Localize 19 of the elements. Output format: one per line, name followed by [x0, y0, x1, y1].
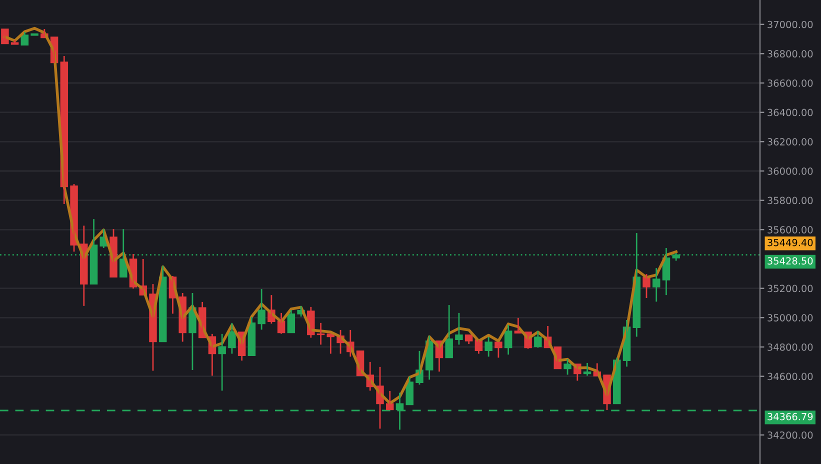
y-tick-label: 34800.00 [768, 343, 813, 351]
ref-line-label: 34366.79 [768, 412, 813, 420]
y-tick-label: 36200.00 [768, 138, 813, 146]
y-tick-label: 36800.00 [768, 50, 813, 58]
y-tick-label: 36400.00 [768, 108, 813, 116]
y-tick-label: 35000.00 [768, 314, 813, 322]
y-tick-label: 35800.00 [768, 196, 813, 204]
y-tick-label: 35600.00 [768, 226, 813, 234]
y-tick-label: 36600.00 [768, 79, 813, 87]
y-tick-label: 36000.00 [768, 167, 813, 175]
text: 35449.40 [768, 238, 813, 246]
y-tick-label: 34200.00 [768, 431, 813, 439]
candlestick [455, 312, 463, 346]
ref-line-label: 35428.50 [768, 257, 813, 265]
y-tick-label: 35200.00 [768, 284, 813, 292]
y-tick-label: 37000.00 [768, 20, 813, 28]
candlestick [564, 358, 572, 376]
candlestick [1, 28, 9, 44]
y-tick-label: 34600.00 [768, 372, 813, 380]
